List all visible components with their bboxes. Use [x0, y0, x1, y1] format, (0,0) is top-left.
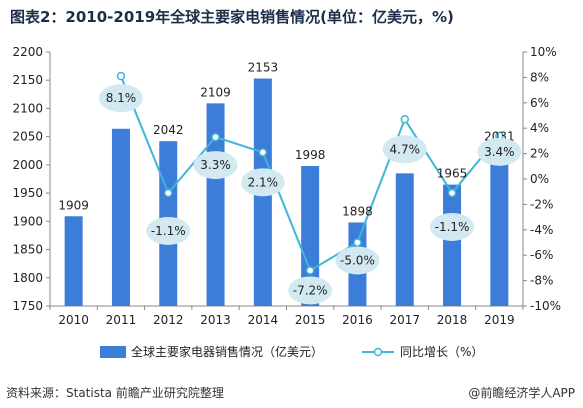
bar-value-label: 1898: [342, 204, 373, 218]
growth-bubble: [335, 246, 380, 275]
growth-value-label: -7.2%: [293, 283, 328, 297]
brand-note: @前瞻经济学人APP: [468, 386, 575, 400]
chart-title: 图表2：2010-2019年全球主要家电销售情况(单位：亿美元，%): [10, 8, 454, 26]
growth-point-2017: [400, 115, 409, 124]
y-right-tick-label: 6%: [530, 96, 549, 110]
bar-2010: [64, 216, 83, 306]
x-tick-label: 2013: [200, 313, 231, 327]
x-tick-label: 2016: [342, 313, 373, 327]
y-right-tick-label: -4%: [530, 223, 553, 237]
growth-value-label: 3.3%: [200, 158, 231, 172]
growth-bubble: [430, 212, 475, 241]
y-right-tick-label: 10%: [530, 45, 557, 59]
y-right-tick-label: 8%: [530, 70, 549, 84]
x-tick-label: 2011: [106, 313, 137, 327]
growth-value-label: 8.1%: [106, 91, 137, 105]
y-left-tick-label: 2100: [12, 101, 43, 115]
y-left-tick-label: 2000: [12, 158, 43, 172]
growth-bubble: [146, 216, 191, 245]
growth-value-label: -5.0%: [340, 254, 375, 268]
y-right-tick-label: 2%: [530, 147, 549, 161]
source-note: 资料来源：Statista 前瞻产业研究院整理: [6, 386, 224, 400]
growth-bubble: [193, 151, 238, 180]
growth-bubble: [98, 84, 143, 113]
bar-value-label: 2153: [248, 61, 279, 75]
y-right-tick-label: -10%: [530, 299, 561, 313]
y-right-tick-label: -8%: [530, 274, 553, 288]
bar-value-label: 1909: [58, 198, 89, 212]
y-right-tick-label: 4%: [530, 121, 549, 135]
bar-value-label: 1965: [437, 167, 468, 181]
growth-point-2015: [305, 266, 315, 275]
growth-value-label: -1.1%: [435, 220, 470, 234]
y-left-tick-label: 1950: [12, 186, 43, 200]
growth-bubble: [477, 137, 522, 166]
growth-point-2013: [211, 132, 220, 142]
x-tick-label: 2015: [295, 313, 326, 327]
bar-value-label: 1998: [295, 148, 326, 162]
growth-point-2014: [258, 148, 268, 157]
y-left-tick-label: 1900: [12, 214, 43, 228]
bar-2018: [443, 184, 462, 306]
x-tick-label: 2012: [153, 313, 184, 327]
bar-value-label: 2042: [153, 123, 184, 137]
y-left-tick-label: 2050: [12, 130, 43, 144]
bar-2017: [395, 173, 414, 306]
y-right-tick-label: 0%: [530, 172, 549, 186]
growth-value-label: 4.7%: [390, 142, 421, 156]
y-left-tick-label: 1800: [12, 271, 43, 285]
x-tick-label: 2014: [248, 313, 279, 327]
y-right-tick-label: -2%: [530, 197, 553, 211]
x-tick-label: 2019: [484, 313, 515, 327]
x-tick-label: 2017: [389, 313, 420, 327]
growth-value-label: 3.4%: [484, 145, 515, 159]
growth-point-2011: [116, 71, 126, 81]
y-left-tick-label: 2200: [12, 45, 43, 59]
y-left-tick-label: 2150: [12, 73, 43, 87]
x-tick-label: 2018: [437, 313, 468, 327]
y-left-tick-label: 1750: [12, 299, 43, 313]
growth-bubble: [288, 276, 333, 305]
growth-value-label: -1.1%: [151, 224, 186, 238]
y-left-tick-label: 1850: [12, 243, 43, 257]
bar-2011: [111, 128, 130, 306]
growth-point-2016: [353, 238, 362, 247]
growth-point-2012: [164, 188, 173, 198]
y-right-tick-label: -6%: [530, 248, 553, 262]
bar-2015: [301, 166, 320, 306]
bar-2019: [490, 147, 509, 306]
growth-value-label: 2.1%: [248, 175, 279, 189]
legend-line-marker: [373, 347, 383, 357]
legend-bar-swatch: [100, 346, 126, 358]
growth-bubble: [240, 168, 285, 197]
x-tick-label: 2010: [58, 313, 89, 327]
growth-bubble: [382, 135, 427, 164]
growth-point-2018: [447, 188, 457, 198]
legend-line-label: 同比增长（%）: [400, 345, 483, 359]
bar-value-label: 2109: [200, 85, 231, 99]
legend-bar-label: 全球主要家电器销售情况（亿美元）: [131, 344, 323, 359]
